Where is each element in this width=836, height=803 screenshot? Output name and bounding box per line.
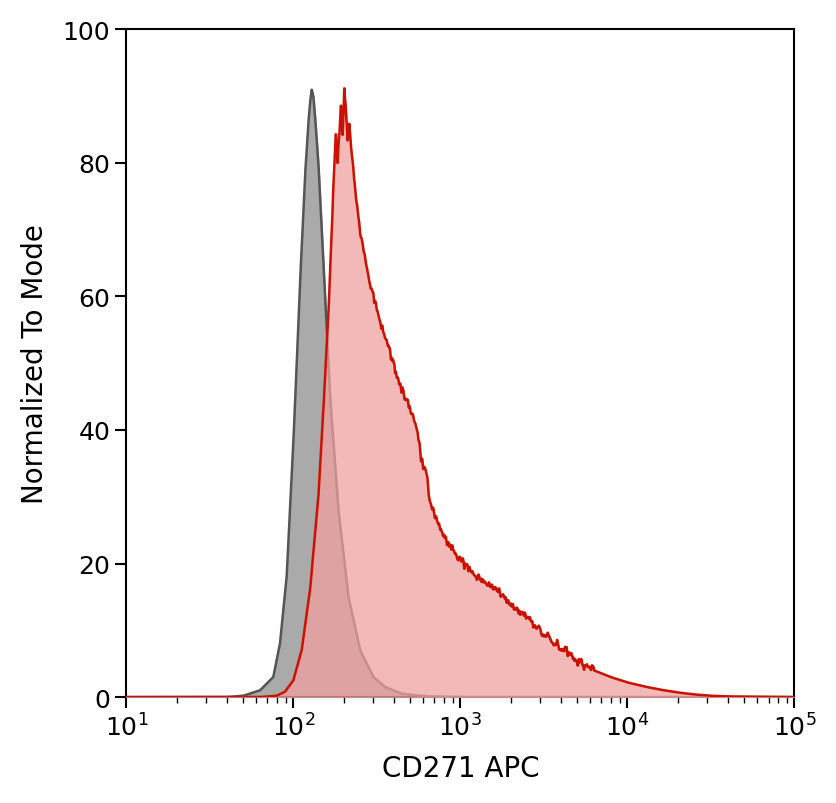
X-axis label: CD271 APC: CD271 APC [381, 754, 538, 782]
Y-axis label: Normalized To Mode: Normalized To Mode [21, 224, 48, 503]
